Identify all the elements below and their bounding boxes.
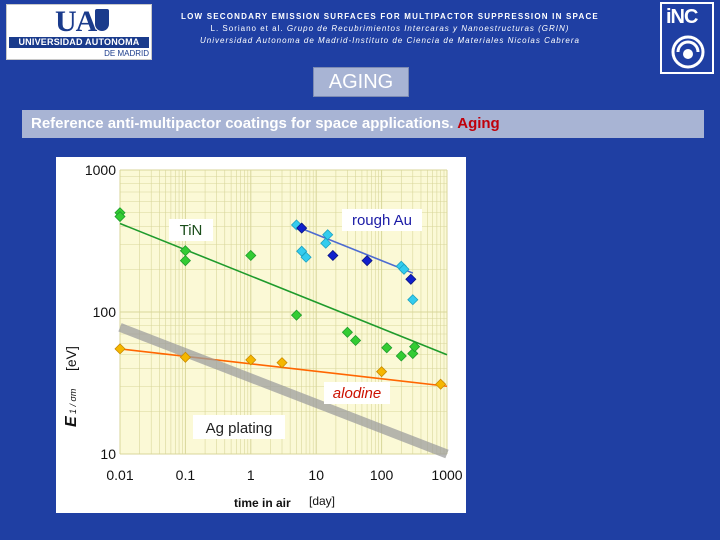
y-tick-label: 10: [100, 446, 116, 462]
header-authors-plain: L. Soriano et al.: [210, 24, 284, 33]
data-point-tin: [395, 350, 407, 362]
aging-chart: 0.01 0.1 1 10 100 1000 10 100 1000 time in air [d…: [63, 162, 463, 510]
data-point-rough-au: [407, 294, 419, 306]
data-point-tin: [290, 309, 303, 321]
ua-logo: UA UNIVERSIDAD AUTONOMA DE MADRID: [6, 4, 152, 60]
label-layer: time in air [day] E1 / σm [eV] TiN rough Au al…: [63, 209, 422, 510]
data-point-alodine: [276, 357, 288, 369]
ua-logo-mark: UA: [55, 5, 97, 38]
inc-logo-mark: iNC: [666, 6, 698, 28]
data-point-alodine: [114, 343, 126, 355]
data-point-rough-au: [320, 237, 332, 249]
data-point-tin: [179, 255, 191, 267]
data-point-tin: [341, 326, 353, 338]
y-axis-subscript: 1 / σm: [68, 388, 78, 414]
x-tick-label: 1: [247, 467, 255, 483]
data-point-alodine: [179, 351, 191, 363]
data-point-alodine: [376, 366, 388, 378]
y-tick-label: 100: [93, 304, 117, 320]
subtitle-main: Reference anti-multipactor coatings for …: [31, 115, 454, 132]
subtitle-bar: Reference anti-multipactor coatings for …: [22, 110, 704, 138]
series-label-box-tin: [169, 219, 213, 241]
header-text: LOW SECONDARY EMISSION SURFACES FOR MULT…: [160, 11, 620, 47]
header-authors: L. Soriano et al. Grupo de Recubrimiento…: [160, 23, 620, 35]
series-label-box-ag-plating: [193, 415, 285, 439]
section-title: AGING: [313, 67, 409, 97]
series-label-rough-au: rough Au: [352, 212, 412, 229]
series-label-tin: TiN: [180, 222, 203, 239]
series-label-ag-plating: Ag plating: [206, 420, 273, 437]
data-point-tin: [409, 341, 421, 353]
x-axis-label: time in air: [234, 496, 291, 510]
point-layer: [114, 207, 447, 390]
x-tick-label: 1000: [431, 467, 462, 483]
ua-logo-name: UNIVERSIDAD AUTONOMA: [9, 37, 149, 48]
data-point-rough-au: [405, 273, 417, 285]
data-point-alodine: [435, 378, 447, 390]
trend-line-ag-plating: [118, 323, 449, 459]
x-tick-label: 0.1: [176, 467, 196, 483]
series-label-alodine: alodine: [333, 385, 381, 402]
data-point-rough-au: [300, 251, 312, 263]
header-institutions: Universidad Autonoma de Madrid-Instituto…: [200, 36, 580, 45]
x-tick-label: 100: [370, 467, 394, 483]
series-label-box-alodine: [324, 382, 390, 404]
header-group: Grupo de Recubrimientos Intercaras y Nan…: [286, 24, 570, 33]
inc-logo: iNC: [660, 2, 714, 74]
data-point-rough-au: [296, 222, 308, 234]
data-point-tin: [245, 249, 257, 262]
x-axis-unit: [day]: [309, 494, 335, 508]
series-label-box-rough-au: [342, 209, 422, 231]
trend-line-tin: [119, 222, 448, 356]
trend-layer: [118, 222, 449, 459]
header-title: LOW SECONDARY EMISSION SURFACES FOR MULT…: [181, 12, 599, 21]
data-point-tin: [114, 210, 126, 223]
ua-crest-icon: [95, 9, 109, 31]
data-point-tin: [350, 334, 362, 347]
plot-card: 0.01 0.1 1 10 100 1000 10 100 1000 time in air [d…: [56, 157, 466, 513]
tick-layer: 0.01 0.1 1 10 100 1000 10 100 1000: [85, 162, 463, 483]
data-point-rough-au: [361, 255, 373, 267]
data-point-tin: [381, 342, 393, 354]
x-tick-label: 0.01: [106, 467, 133, 483]
x-tick-label: 10: [308, 467, 324, 483]
trend-line-alodine: [119, 348, 448, 388]
trend-line-rough-au: [296, 225, 414, 274]
y-axis-symbol: E: [63, 415, 80, 427]
inc-swirl-icon: [671, 35, 705, 69]
subtitle-accent: Aging: [457, 115, 500, 132]
ua-logo-city: DE MADRID: [104, 49, 149, 58]
grid-layer: [119, 169, 448, 455]
data-point-rough-au: [327, 249, 339, 262]
data-point-rough-au: [398, 263, 410, 275]
data-point-alodine: [245, 354, 257, 366]
y-axis-unit: [eV]: [63, 346, 79, 371]
y-axis-label: E1 / σm [eV]: [63, 346, 80, 427]
y-tick-label: 1000: [85, 162, 116, 178]
